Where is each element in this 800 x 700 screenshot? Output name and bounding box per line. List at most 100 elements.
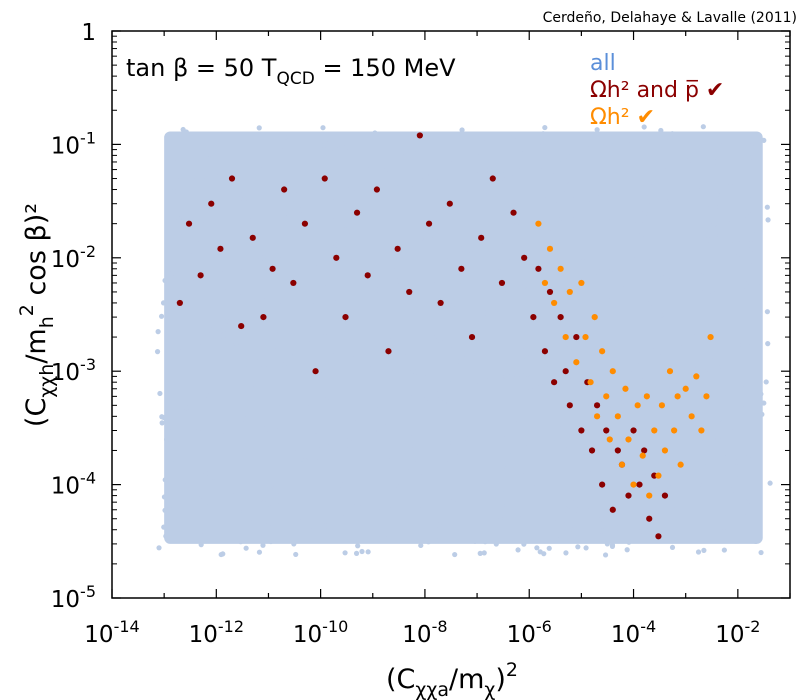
all-series-point [705, 366, 711, 372]
all-series-point [383, 215, 389, 221]
all-series-point [478, 336, 484, 342]
all-series-point [192, 455, 198, 461]
all-series-point [533, 301, 540, 308]
x-tick-label: 10-6 [507, 617, 552, 648]
all-series-point [546, 284, 552, 291]
all-series-point [737, 232, 743, 238]
relic-only-point [658, 402, 666, 409]
all-series-point [716, 429, 722, 435]
all-series-point [585, 467, 591, 473]
all-series-point [558, 500, 565, 506]
all-series-point [734, 254, 740, 260]
all-series-point [503, 503, 510, 509]
all-series-point [749, 147, 755, 153]
relic-only-point [625, 436, 632, 443]
all-series-point [475, 263, 481, 269]
all-series-point [353, 550, 360, 556]
all-series-point [259, 423, 265, 429]
all-series-point [585, 400, 591, 406]
all-series-point [693, 413, 699, 419]
all-series-point [331, 232, 337, 238]
all-series-point [527, 385, 533, 391]
all-series-point [499, 265, 505, 271]
relic-and-antiproton-point [530, 313, 537, 321]
all-series-point [373, 225, 379, 231]
relic-and-antiproton-point [609, 506, 616, 513]
all-series-point [669, 503, 675, 509]
all-series-point [610, 292, 616, 298]
relic-and-antiproton-point [406, 288, 413, 296]
all-series-point [454, 170, 460, 176]
all-series-point [483, 310, 489, 316]
all-series-point [739, 381, 745, 388]
relic-only-point [535, 220, 542, 227]
all-series-point [567, 182, 573, 188]
relic-and-antiproton-point [573, 333, 580, 341]
all-series-point [733, 489, 739, 496]
all-series-point [754, 223, 760, 229]
all-series-point [410, 176, 416, 182]
all-series-point [548, 169, 555, 175]
all-series-point [278, 394, 285, 400]
all-series-point [354, 133, 360, 139]
all-series-point [462, 250, 468, 256]
all-series-point [180, 527, 186, 533]
all-series-point [484, 188, 490, 194]
relic-and-antiproton-point [478, 234, 485, 241]
all-series-point [670, 354, 676, 360]
all-series-point [323, 189, 329, 195]
all-series-point [246, 516, 253, 522]
all-series-point [412, 224, 418, 230]
y-axis-title-sub2: h [36, 316, 58, 328]
all-series-point [406, 406, 412, 412]
all-series-point [650, 179, 656, 186]
relic-and-antiproton-point [185, 220, 193, 227]
all-series-point [725, 146, 731, 152]
relic-only-point [674, 393, 681, 400]
y-tick-label: 10-5 [51, 582, 96, 613]
relic-only-point [606, 436, 613, 443]
all-series-point [564, 516, 570, 523]
all-series-point [176, 216, 182, 222]
all-series-point [183, 483, 189, 489]
all-series-point [719, 216, 725, 222]
all-series-point [488, 221, 494, 227]
all-series-point [238, 192, 245, 198]
all-series-point [161, 524, 167, 530]
all-series-point [517, 207, 523, 213]
all-series-point [704, 400, 710, 406]
all-series-point [537, 163, 543, 169]
all-series-point [266, 520, 272, 526]
all-series-point [256, 549, 263, 555]
all-series-point [157, 390, 163, 397]
all-series-point [393, 482, 400, 488]
all-series-point [297, 207, 304, 213]
all-series-point [372, 391, 378, 397]
all-series-point [764, 204, 770, 210]
all-series-point [552, 400, 559, 406]
all-series-point [390, 344, 396, 350]
relic-only-point [578, 279, 585, 287]
all-series-point [449, 381, 455, 387]
all-series-point [485, 515, 491, 521]
x-tick-label: 10-10 [293, 617, 348, 648]
all-series-point [644, 388, 650, 394]
all-series-point [310, 217, 316, 223]
all-series-point [324, 499, 330, 505]
all-series-point [572, 496, 578, 502]
all-series-point [623, 455, 629, 462]
all-series-point [578, 381, 584, 387]
all-series-point [432, 282, 438, 288]
all-series-point [745, 343, 751, 349]
all-series-point [741, 283, 747, 289]
all-series-point [569, 266, 575, 272]
all-series-point [712, 418, 718, 424]
all-series-point [563, 339, 569, 345]
all-series-point [352, 533, 358, 539]
relic-only-point [546, 245, 554, 252]
all-series-point [460, 352, 466, 358]
all-series-point [600, 326, 606, 333]
all-series-point [596, 194, 602, 201]
all-series-point [522, 473, 528, 479]
x-axis: 10-14 10-12 10-10 10-8 10-6 10-4 10-2 [84, 31, 791, 648]
